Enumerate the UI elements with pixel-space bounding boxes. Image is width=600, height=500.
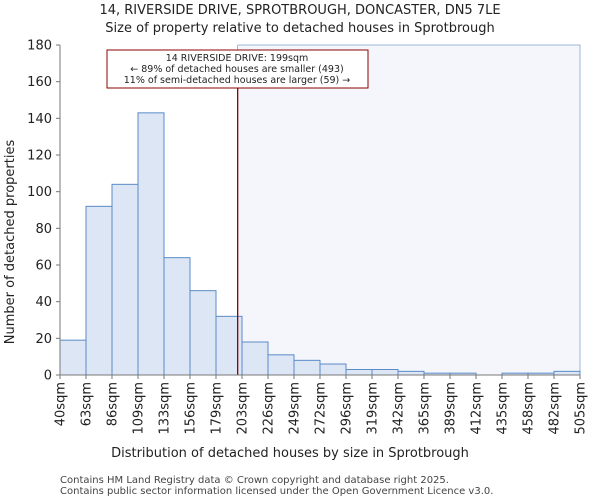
footer-line-1: Contains HM Land Registry data © Crown c… bbox=[60, 475, 449, 486]
x-tick-label-203sqm: 203sqm bbox=[236, 382, 251, 435]
x-tick-label-179sqm: 179sqm bbox=[210, 382, 225, 435]
footer-line-2: Contains public sector information licen… bbox=[60, 486, 493, 497]
annotation-line-2: ← 89% of detached houses are smaller (49… bbox=[130, 64, 343, 75]
y-tick-label-160: 160 bbox=[27, 75, 52, 90]
chart-title-line-1: 14, RIVERSIDE DRIVE, SPROTBROUGH, DONCAS… bbox=[99, 3, 500, 18]
x-tick-label-156sqm: 156sqm bbox=[184, 382, 199, 435]
bar-342sqm bbox=[398, 371, 424, 375]
bar-109sqm bbox=[138, 113, 164, 375]
x-tick-label-412sqm: 412sqm bbox=[470, 382, 485, 435]
x-axis-label: Distribution of detached houses by size … bbox=[111, 446, 469, 461]
y-tick-label-40: 40 bbox=[35, 295, 52, 310]
y-tick-label-60: 60 bbox=[35, 259, 52, 274]
bar-86sqm bbox=[112, 184, 138, 375]
bar-203sqm bbox=[242, 342, 268, 375]
y-axis-label: Number of detached properties bbox=[3, 140, 18, 345]
bar-482sqm bbox=[554, 371, 580, 375]
annotation-line-3: 11% of semi-detached houses are larger (… bbox=[124, 75, 351, 86]
larger-houses-highlight bbox=[238, 45, 580, 375]
x-tick-label-505sqm: 505sqm bbox=[574, 382, 589, 435]
bar-296sqm bbox=[346, 370, 372, 376]
y-tick-label-120: 120 bbox=[27, 149, 52, 164]
bar-40sqm bbox=[60, 340, 86, 375]
x-tick-label-365sqm: 365sqm bbox=[418, 382, 433, 435]
y-tick-label-140: 140 bbox=[27, 112, 52, 127]
bar-156sqm bbox=[190, 291, 216, 375]
x-tick-label-482sqm: 482sqm bbox=[548, 382, 563, 435]
x-tick-label-435sqm: 435sqm bbox=[496, 382, 511, 435]
x-tick-label-296sqm: 296sqm bbox=[340, 382, 355, 435]
bar-133sqm bbox=[164, 258, 190, 375]
y-tick-label-80: 80 bbox=[35, 222, 52, 237]
y-tick-label-0: 0 bbox=[44, 369, 52, 384]
x-tick-label-249sqm: 249sqm bbox=[288, 382, 303, 435]
x-tick-label-342sqm: 342sqm bbox=[392, 382, 407, 435]
bar-319sqm bbox=[372, 370, 398, 376]
x-tick-label-109sqm: 109sqm bbox=[132, 382, 147, 435]
x-tick-label-63sqm: 63sqm bbox=[80, 382, 95, 426]
y-tick-label-180: 180 bbox=[27, 39, 52, 54]
x-tick-label-319sqm: 319sqm bbox=[366, 382, 381, 435]
annotation-box: 14 RIVERSIDE DRIVE: 199sqm ← 89% of deta… bbox=[107, 50, 368, 88]
bar-63sqm bbox=[86, 206, 112, 375]
bar-226sqm bbox=[268, 355, 294, 375]
x-axis-ticks: 40sqm 63sqm 86sqm 109sqm 133sqm 156sqm 179sqm 2… bbox=[54, 375, 589, 435]
bar-249sqm bbox=[294, 360, 320, 375]
x-tick-label-133sqm: 133sqm bbox=[158, 382, 173, 435]
annotation-line-1: 14 RIVERSIDE DRIVE: 199sqm bbox=[166, 53, 309, 64]
x-tick-label-272sqm: 272sqm bbox=[314, 382, 329, 435]
histogram-chart: 14, RIVERSIDE DRIVE, SPROTBROUGH, DONCAS… bbox=[0, 0, 600, 500]
x-tick-label-86sqm: 86sqm bbox=[106, 382, 121, 426]
x-tick-label-40sqm: 40sqm bbox=[54, 382, 69, 426]
bar-272sqm bbox=[320, 364, 346, 375]
x-tick-label-389sqm: 389sqm bbox=[444, 382, 459, 435]
chart-title-line-2: Size of property relative to detached ho… bbox=[105, 21, 494, 36]
y-tick-label-100: 100 bbox=[27, 185, 52, 200]
y-axis-ticks: 0 20 40 60 80 100 120 140 160 180 bbox=[27, 39, 60, 384]
y-tick-label-20: 20 bbox=[35, 332, 52, 347]
x-tick-label-226sqm: 226sqm bbox=[262, 382, 277, 435]
x-tick-label-458sqm: 458sqm bbox=[522, 382, 537, 435]
